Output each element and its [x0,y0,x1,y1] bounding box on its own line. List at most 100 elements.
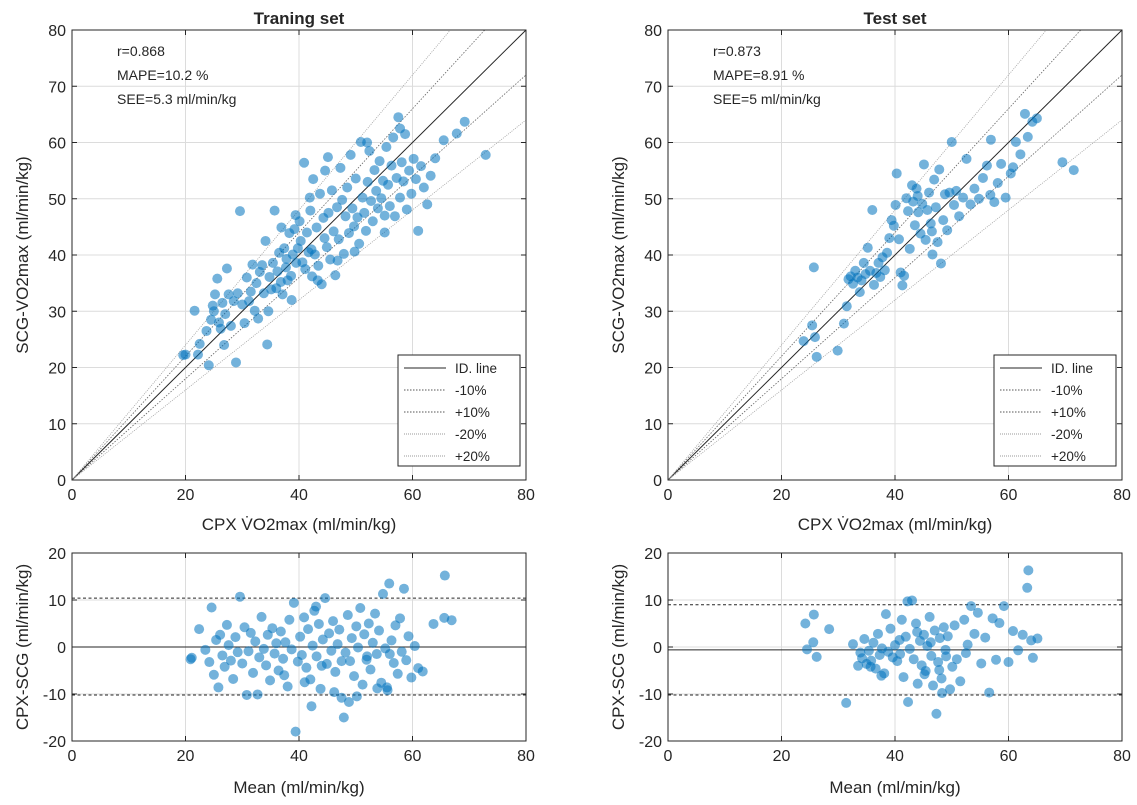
test-ba-point [1032,633,1043,644]
train-scatter-point [314,188,325,199]
train-scatter-point [290,210,301,221]
train-scatter-point [262,339,273,350]
train-scatter-point [321,242,332,253]
train-ba-point [296,649,307,660]
test-ba-point [934,633,945,644]
train-ba-point [269,648,280,659]
train-ba-point [234,591,245,602]
train-scatter-point [279,243,290,254]
train-ba-point [213,682,224,693]
train-scatter-point [286,295,297,305]
train-ba-point [241,689,252,700]
test-scatter-point [808,262,819,273]
train-scatter-ytick-label: 30 [48,304,66,321]
test-scatter-point [1019,108,1030,119]
train-scatter-point [208,306,219,317]
test-ba-point [1027,652,1038,663]
train-ba-point [351,691,362,702]
train-ba-point [353,642,364,653]
train-scatter-point [192,349,203,360]
test-ba-point [865,661,876,672]
test-ba-point [811,651,822,662]
test-scatter-point [811,351,822,362]
train-scatter-point [220,309,231,320]
train-scatter-point [374,156,385,167]
train-scatter-point [326,185,337,196]
train-legend-label-m10: -10% [455,383,487,398]
train-scatter-point [416,161,427,172]
test-ba-point [969,628,980,639]
test-ba-point [1023,565,1034,576]
train-ba-point [388,657,399,668]
train-ba-ytick-label: 0 [57,640,66,657]
test-scatter-point [932,237,943,248]
test-scatter-point [1057,157,1068,168]
train-scatter-point [381,142,392,152]
train-ba-point [303,624,314,635]
train-scatter-point [241,272,252,283]
train-scatter-point [299,157,310,168]
train-scatter-ref-line-idline [72,30,526,480]
test-scatter-point [925,218,936,229]
train-scatter-point [280,262,291,273]
test-scatter-point [927,249,938,260]
train-scatter-point [366,196,377,206]
test-ba-point [941,651,952,662]
train-scatter-point [398,176,409,187]
test-ba-point [929,625,940,636]
test-ba-point [872,628,883,639]
test-ba-point [907,595,918,606]
train-ba-reference-lines [72,597,526,696]
test-scatter-point [973,193,984,204]
train-scatter-point [311,222,322,233]
test-legend-label-m20: -20% [1051,427,1083,442]
train-ba-point [286,644,297,655]
train-ba-point [248,667,259,678]
test-ba-ytick-label: 20 [644,546,662,563]
train-scatter-ytick-label: 70 [48,79,66,96]
train-scatter-point [289,224,300,235]
train-ba-point [311,651,322,662]
train-ba-point [317,634,328,645]
train-scatter-point [272,266,283,277]
train-scatter-point [362,176,373,187]
train-ba-point [311,601,322,612]
test-scatter-ytick-label: 70 [644,79,662,96]
train-ba-point [363,618,374,629]
train-scatter-point [459,116,470,127]
train-scatter-xtick-label: 0 [68,487,77,504]
train-ba-point [446,615,457,626]
test-ba-point [898,672,909,683]
train-scatter-point [362,137,373,148]
train-ba-point [258,643,269,654]
train-ba-point [329,687,340,698]
train-scatter-point [323,207,334,218]
train-ba-xtick-label: 0 [68,748,77,765]
test-scatter-xtick-label: 20 [773,487,791,504]
test-scatter-point [884,233,895,244]
test-legend-label-id: ID. line [1051,361,1093,376]
train-scatter-point [189,305,200,316]
train-ba-point [223,640,234,651]
train-ba-point [417,666,428,677]
test-ba-point [903,696,914,707]
test-scatter-point [879,265,890,276]
test-scatter-point [890,199,901,210]
train-scatter-point [347,203,358,214]
test-ba-point [1008,626,1019,637]
train-ba-point [267,623,278,634]
test-ba-xtick-label: 20 [773,748,791,765]
train-ba-point [359,629,370,640]
test-scatter-point [922,205,933,215]
train-scatter-point [430,153,441,164]
train-ba-point [330,666,341,677]
train-scatter-point [395,123,406,134]
test-scatter-point [949,199,960,210]
train-scatter-point [286,270,297,281]
train-scatter-point [335,162,346,173]
test-scatter-xtick-label: 60 [1000,487,1018,504]
train-scatter-point [304,192,315,203]
train-scatter-point [367,216,378,227]
train-ba-point [345,656,356,667]
test-ba-point [912,626,923,637]
